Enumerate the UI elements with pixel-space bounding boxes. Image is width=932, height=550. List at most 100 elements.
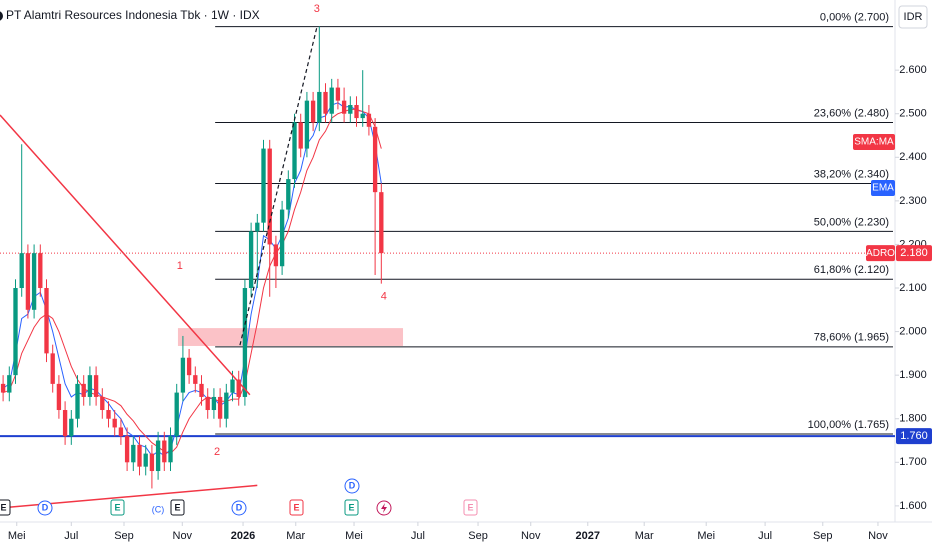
- candle-body: [335, 87, 341, 101]
- y-tick-label: 2.400: [899, 151, 927, 163]
- x-tick-label: Jul: [411, 530, 425, 542]
- event-label: D: [236, 502, 243, 512]
- candle-body: [38, 253, 43, 289]
- candle-body: [106, 410, 111, 419]
- candle-body: [286, 179, 291, 210]
- x-tick-label: Nov: [521, 530, 541, 542]
- candle-body: [19, 253, 24, 289]
- candle-body: [81, 383, 86, 397]
- candle-body: [149, 453, 155, 472]
- candle-body: [304, 100, 310, 149]
- x-tick-label: Mar: [286, 530, 305, 542]
- logo: [0, 11, 3, 21]
- event-label: E: [348, 502, 354, 512]
- candle-body: [329, 87, 334, 114]
- x-tick-label: Sep: [468, 530, 488, 542]
- candle-body: [205, 396, 210, 411]
- candle-body: [279, 209, 285, 267]
- candle-body: [317, 91, 322, 123]
- event-label: E: [293, 502, 299, 512]
- event-earnings[interactable]: E: [110, 499, 125, 516]
- support-badge-bg: [896, 428, 932, 445]
- candle-body: [193, 375, 198, 384]
- y-tick-label: 2.500: [899, 108, 927, 120]
- candle-body: [354, 105, 359, 119]
- candle-body: [31, 253, 37, 310]
- moving-average: [2, 108, 382, 455]
- candle-body: [267, 148, 272, 245]
- ma-badge-bg: [853, 134, 895, 150]
- candle-body: [217, 396, 223, 419]
- candle-body: [248, 231, 254, 289]
- candle-body: [44, 288, 49, 354]
- candle-body: [199, 383, 204, 397]
- chart-title: PT Alamtri Resources Indonesia Tbk · 1W …: [6, 8, 260, 22]
- annotation: 4: [381, 291, 387, 303]
- candle-body: [211, 396, 217, 411]
- x-tick-label: 2027: [576, 530, 600, 542]
- candle-body: [341, 100, 347, 114]
- event-label: D: [349, 480, 356, 490]
- candle-body: [131, 444, 136, 463]
- event-dividend[interactable]: D: [37, 500, 53, 516]
- x-tick-label: Mar: [635, 530, 654, 542]
- events: E D E (C) E D E D E E: [0, 478, 478, 516]
- candle-body: [298, 122, 303, 149]
- x-tick-label: Jul: [64, 530, 78, 542]
- symbol-badge: ADRO: [866, 248, 895, 259]
- symbol-badge-bg: [866, 245, 895, 262]
- y-tick-label: 2.600: [899, 64, 927, 76]
- currency-box[interactable]: [898, 5, 928, 29]
- event-earnings[interactable]: E: [463, 499, 478, 516]
- candle-body: [118, 427, 124, 437]
- ma-badge-bg: [871, 180, 895, 196]
- candle-body: [87, 375, 93, 397]
- fib-label: 0,00% (2.700): [820, 11, 889, 23]
- fib-label: 23,60% (2.480): [814, 107, 889, 119]
- event-label: E: [0, 502, 6, 512]
- candle-body: [242, 288, 248, 397]
- annotation: 1: [177, 260, 183, 272]
- event-split[interactable]: [376, 500, 392, 516]
- event-label[interactable]: (C): [152, 504, 165, 514]
- fib-label: 50,00% (2.230): [814, 216, 889, 228]
- event-earnings[interactable]: E: [289, 499, 304, 516]
- currency: IDR: [904, 11, 923, 23]
- support-badge: 1.760: [900, 430, 928, 442]
- event-dividend[interactable]: D: [231, 500, 247, 516]
- fib-label: 38,20% (2.340): [814, 168, 889, 180]
- candle-body: [155, 440, 161, 472]
- candle-body: [180, 357, 186, 393]
- ma-badge: EMA: [872, 183, 894, 194]
- event-earnings[interactable]: E: [344, 499, 359, 516]
- x-tick-label: Mei: [345, 530, 363, 542]
- candle-body: [124, 436, 130, 463]
- x-tick-label: Sep: [813, 530, 833, 542]
- annotation: 2: [214, 446, 220, 458]
- candle-body: [168, 436, 173, 463]
- candle-body: [273, 244, 279, 267]
- candle-body: [174, 392, 179, 437]
- event-dividend[interactable]: D: [344, 478, 360, 494]
- y-tick-label: 1.900: [899, 369, 927, 381]
- candle-body: [62, 410, 68, 437]
- candle-body: [323, 91, 328, 114]
- y-tick-label: 2.000: [899, 325, 927, 337]
- candle-body: [372, 126, 378, 193]
- candle-body: [100, 396, 105, 411]
- fib-label: 78,60% (1.965): [814, 332, 889, 344]
- last-price-badge-bg: [896, 245, 932, 262]
- candle-body: [75, 383, 80, 419]
- event-earnings[interactable]: E: [0, 499, 11, 516]
- x-tick-label: 2026: [231, 530, 255, 542]
- event-label: D: [42, 502, 49, 512]
- candle-body: [310, 100, 316, 123]
- candle-body: [360, 113, 365, 119]
- event-earnings[interactable]: E: [170, 499, 185, 516]
- candle-body: [236, 379, 241, 397]
- event-label: E: [114, 502, 120, 512]
- annotation: 3: [314, 3, 320, 15]
- candle-body: [162, 440, 167, 463]
